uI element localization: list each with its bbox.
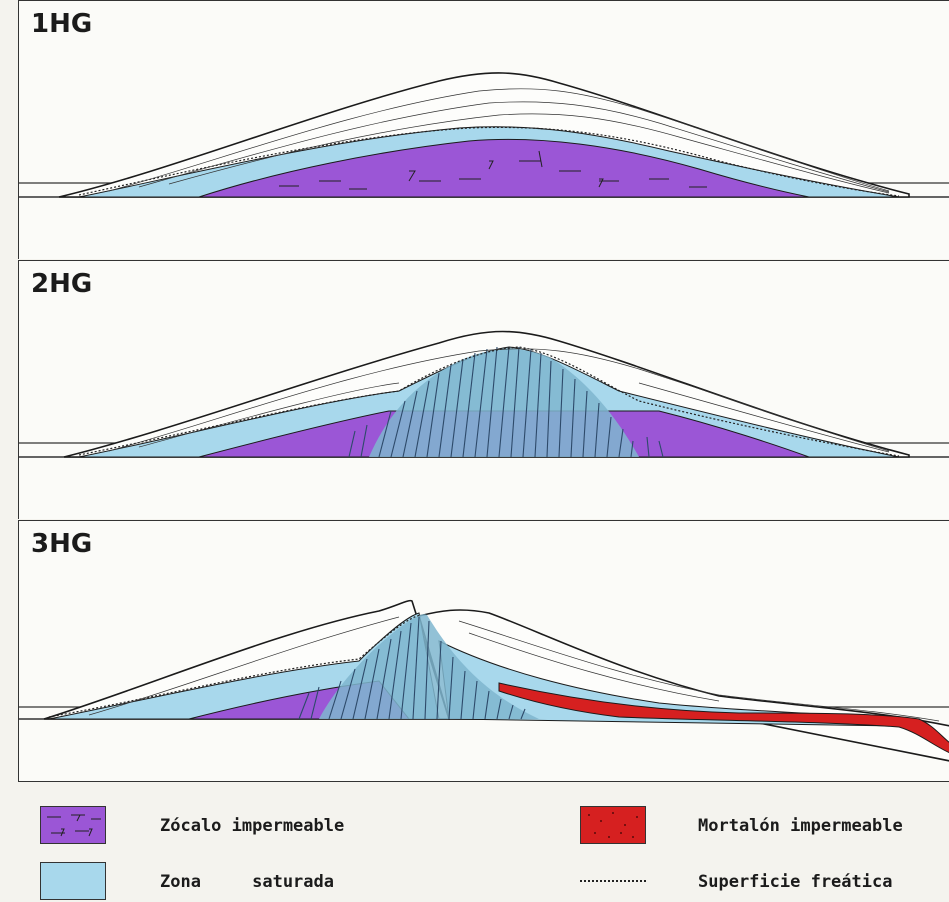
panel-3hg: 3HG [18,520,949,782]
cross-section-1hg [19,72,949,198]
zocalo-pattern-icon [47,814,101,837]
fractured-core [319,614,539,719]
legend-label-mortalon: Mortalón impermeable [698,816,903,836]
cross-section-3hg [19,599,949,762]
panel-1hg: 1HG [18,0,949,259]
water-table-line [78,126,900,197]
legend-swatch-mortalon [580,806,646,844]
fracture-lines [298,616,526,720]
water-table-line [48,614,422,718]
legend-swatch-zona [40,862,106,900]
legend-label-superficie: Superficie freática [698,872,893,892]
legend-label-zona: Zona saturada [160,872,334,892]
mortalon-pattern-icon [588,812,638,838]
water-table-line [78,346,900,457]
mortalon-layer [498,682,949,754]
panel-label-1hg: 1HG [31,9,93,39]
fracture-lines [348,346,664,458]
legend-label-zocalo: Zócalo impermeable [160,816,345,836]
legend-swatch-superficie [580,880,646,882]
cross-section-2hg [19,330,949,458]
legend-swatch-zocalo [40,806,106,844]
impermeable-base [198,138,810,198]
panel-label-3hg: 3HG [31,529,93,559]
panel-label-2hg: 2HG [31,269,93,299]
panel-2hg: 2HG [18,260,949,519]
